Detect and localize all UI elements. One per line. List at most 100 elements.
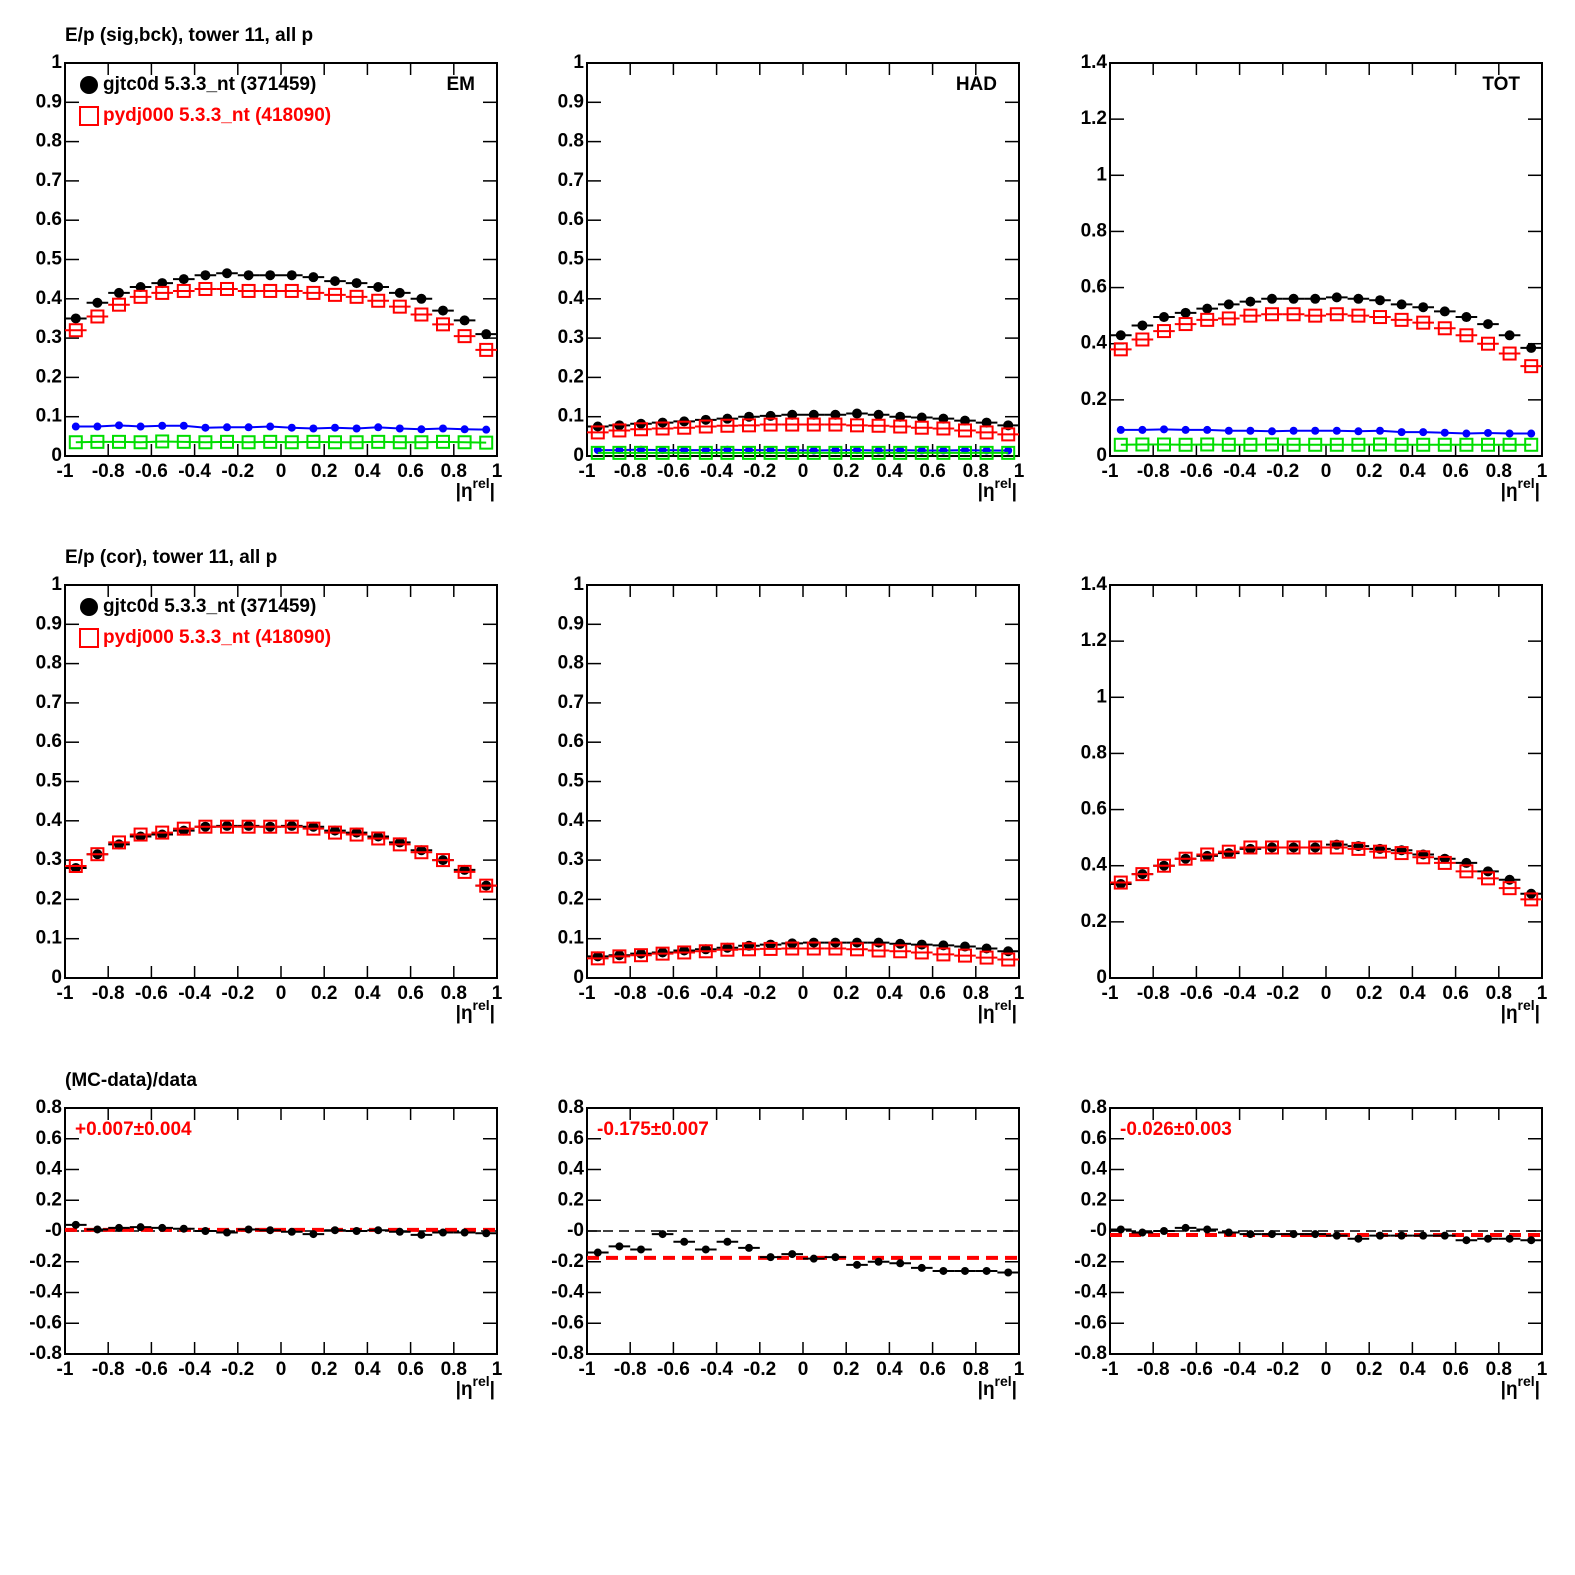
marker: [916, 412, 927, 423]
marker: [960, 415, 970, 426]
y-tick-label: 0.4: [36, 810, 63, 831]
marker: [1484, 1234, 1492, 1243]
y-tick-label: 0.3: [558, 327, 584, 348]
x-tick-label: 1: [492, 1359, 503, 1380]
x-tick-label: 1: [1014, 461, 1025, 482]
marker: [612, 423, 627, 438]
marker: [612, 445, 627, 460]
marker: [1524, 359, 1539, 374]
marker: [374, 1226, 383, 1235]
y-tick-label: 0.6: [36, 209, 62, 230]
y-tick-label: 0.8: [36, 1097, 62, 1118]
x-tick-label: -0.4: [1223, 983, 1256, 1004]
x-tick-label: -0.4: [700, 983, 733, 1004]
x-tick-label: -0.4: [178, 983, 211, 1004]
y-tick-label: 0.8: [558, 653, 584, 674]
marker: [1243, 308, 1258, 323]
x-tick-label: 0.6: [397, 1359, 423, 1380]
x-tick-label: -0.8: [614, 1359, 647, 1380]
x-tick-label: -0.2: [743, 983, 776, 1004]
marker: [698, 419, 713, 434]
y-tick-label: -0.6: [29, 1312, 62, 1333]
x-tick-label: 0.2: [833, 461, 859, 482]
marker: [1397, 1231, 1406, 1240]
marker: [135, 282, 146, 293]
x-axis-label-part: |η: [1501, 1003, 1518, 1024]
x-tick-label: 1: [1014, 1359, 1025, 1380]
x-tick-label: 0.6: [919, 983, 945, 1004]
marker: [590, 425, 605, 440]
marker: [155, 434, 170, 449]
marker: [1418, 302, 1429, 313]
marker: [112, 434, 126, 449]
marker: [1353, 293, 1364, 304]
marker: [1181, 1223, 1190, 1232]
x-tick-label: -0.8: [92, 983, 125, 1004]
marker: [1004, 1268, 1013, 1277]
marker: [785, 941, 800, 956]
marker: [698, 445, 713, 460]
y-tick-label: 1: [51, 574, 62, 595]
x-axis-label-part: |η: [456, 1003, 473, 1024]
x-tick-label: 1: [1014, 983, 1025, 1004]
marker: [1310, 293, 1321, 304]
x-axis-label-part: |: [1535, 481, 1540, 502]
marker: [1504, 330, 1515, 341]
marker: [133, 827, 148, 842]
marker: [457, 435, 472, 450]
marker: [1113, 875, 1128, 890]
y-tick-label: 1: [573, 574, 584, 595]
series-line: [75, 440, 487, 444]
x-axis-label: |ηrel|: [1501, 475, 1540, 502]
x-tick-label: -0.2: [1266, 461, 1299, 482]
marker: [220, 434, 234, 449]
legend-marker: [79, 106, 99, 126]
y-tick-label: 0.2: [558, 366, 584, 387]
x-tick-label: 0.8: [1486, 461, 1512, 482]
marker: [1416, 315, 1431, 330]
marker: [1116, 1225, 1125, 1234]
marker: [439, 424, 447, 433]
marker: [808, 409, 819, 420]
marker: [374, 423, 383, 432]
marker: [176, 434, 191, 449]
marker: [133, 435, 148, 450]
marker: [1157, 324, 1171, 339]
marker: [852, 408, 862, 419]
marker: [614, 950, 625, 961]
x-tick-label: -1: [57, 1359, 74, 1380]
marker: [874, 1257, 883, 1266]
marker: [330, 276, 340, 287]
y-tick-label: -0: [1090, 1220, 1107, 1241]
marker: [1459, 437, 1474, 452]
marker: [806, 417, 821, 432]
y-tick-label: 0.4: [558, 288, 585, 309]
y-tick-label: 0: [573, 967, 584, 988]
marker: [828, 445, 843, 460]
x-tick-label: -1: [1102, 1359, 1119, 1380]
marker: [806, 445, 821, 460]
x-axis-label-part: |: [1012, 1379, 1017, 1400]
marker: [481, 329, 492, 340]
x-axis-label-part: |: [1012, 481, 1017, 502]
marker: [1243, 840, 1258, 855]
marker: [893, 445, 908, 460]
y-tick-label: 0.8: [558, 131, 584, 152]
marker: [1354, 1234, 1363, 1243]
y-tick-label: 0.4: [1081, 333, 1108, 354]
x-tick-label: 0.8: [963, 461, 989, 482]
marker: [1483, 319, 1493, 330]
marker: [873, 937, 884, 948]
marker: [68, 858, 83, 873]
marker: [1246, 1230, 1255, 1239]
marker: [1137, 320, 1148, 331]
marker: [981, 417, 992, 428]
marker: [1375, 295, 1385, 306]
marker: [1329, 307, 1344, 322]
marker: [1202, 303, 1213, 314]
marker: [198, 435, 213, 450]
marker: [1440, 1231, 1449, 1240]
x-tick-label: 0.6: [919, 1359, 945, 1380]
marker: [785, 417, 800, 432]
marker: [1351, 308, 1366, 323]
